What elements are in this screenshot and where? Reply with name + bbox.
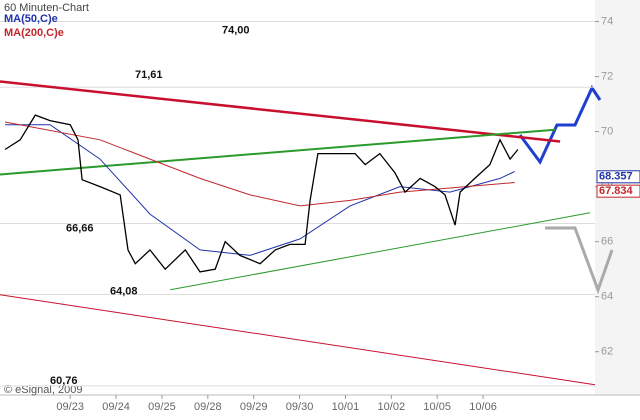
y-tick-label: 62 — [601, 346, 613, 358]
level-label: 60,76 — [50, 375, 78, 387]
level-label: 64,08 — [110, 285, 138, 297]
legend-entry: MA(200,C)e — [4, 27, 64, 39]
y-tick-label: 72 — [601, 70, 613, 82]
last-value-label: 68.357 — [599, 171, 633, 183]
x-tick-label: 09/23 — [56, 401, 84, 413]
trend-line — [0, 294, 596, 386]
trend-line — [170, 212, 591, 291]
ma-line — [4, 121, 515, 207]
ma-line — [5, 124, 515, 256]
chart-title: 60 Minuten-Chart — [4, 2, 89, 14]
credit: © eSignal, 2009 — [4, 384, 82, 396]
forecast-up — [518, 84, 602, 165]
x-tick-label: 10/02 — [378, 401, 406, 413]
x-tick-label: 09/28 — [194, 401, 222, 413]
x-tick-label: 09/30 — [286, 401, 314, 413]
last-value-label: 67.834 — [599, 185, 634, 197]
level-label: 66,66 — [66, 222, 94, 234]
x-tick-label: 09/24 — [102, 401, 130, 413]
x-tick-label: 09/29 — [240, 401, 268, 413]
y-tick-label: 70 — [601, 125, 613, 137]
y-tick-label: 64 — [601, 291, 613, 303]
trend-line — [0, 80, 561, 143]
x-tick-label: 09/25 — [148, 401, 176, 413]
y-tick-label: 66 — [601, 236, 613, 248]
trend-line — [0, 128, 556, 176]
last-value-box — [596, 170, 640, 184]
x-tick-label: 10/06 — [469, 401, 497, 413]
y-tick-label: 74 — [601, 15, 613, 27]
legend-entry: MA(50,C)e — [4, 13, 58, 25]
level-label: 71,61 — [135, 69, 163, 81]
x-tick-label: 10/01 — [332, 401, 360, 413]
forecast-down — [545, 226, 614, 295]
x-tick-label: 10/05 — [423, 401, 451, 413]
level-label: 74,00 — [222, 24, 250, 36]
last-value-box — [596, 184, 640, 198]
price-line — [4, 114, 519, 273]
